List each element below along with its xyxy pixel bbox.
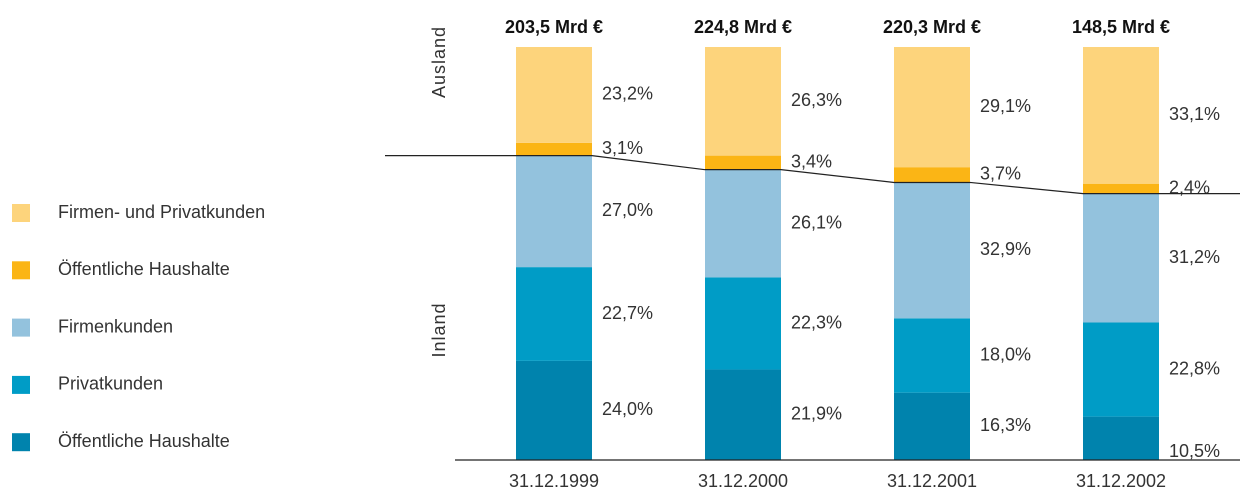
value-label: 3,1%	[602, 138, 643, 158]
legend-label: Firmen- und Privatkunden	[58, 202, 265, 222]
legend-swatch	[12, 204, 30, 222]
boundary-line	[385, 155, 1240, 195]
total-label: 220,3 Mrd €	[883, 17, 981, 37]
bar-segment	[516, 155, 592, 268]
legend-swatch	[12, 375, 30, 394]
bar-segment	[516, 267, 592, 361]
x-tick-label: 31.12.1999	[509, 471, 599, 491]
value-label: 23,2%	[602, 84, 653, 104]
bar-segment	[1083, 47, 1159, 184]
value-label: 29,1%	[980, 96, 1031, 116]
bar-segment	[516, 47, 592, 143]
value-label: 22,7%	[602, 303, 653, 323]
group-label: Inland	[429, 302, 449, 357]
bar-segment	[705, 155, 781, 170]
value-label: 32,9%	[980, 239, 1031, 259]
x-tick-label: 31.12.2002	[1076, 471, 1166, 491]
legend-label: Öffentliche Haushalte	[58, 431, 230, 451]
value-label: 21,9%	[791, 404, 842, 424]
total-label: 203,5 Mrd €	[505, 17, 603, 37]
legend-label: Privatkunden	[58, 374, 163, 394]
bar-segment	[705, 169, 781, 278]
x-tick-label: 31.12.2000	[698, 471, 788, 491]
bar-segment	[1083, 322, 1159, 417]
value-label: 10,5%	[1169, 441, 1220, 461]
value-label: 3,7%	[980, 164, 1021, 184]
bar-segment	[894, 392, 970, 460]
total-label: 224,8 Mrd €	[694, 17, 792, 37]
bar-segment	[1083, 193, 1159, 323]
legend-label: Öffentliche Haushalte	[58, 259, 230, 279]
value-label: 24,0%	[602, 399, 653, 419]
value-label: 22,8%	[1169, 358, 1220, 378]
value-label: 2,4%	[1169, 177, 1210, 197]
group-label: Ausland	[429, 26, 449, 98]
bar-segment	[894, 318, 970, 393]
bar-segment	[1083, 183, 1159, 194]
bar-segment	[1083, 416, 1159, 460]
legend-swatch	[12, 261, 30, 280]
value-label: 33,1%	[1169, 104, 1220, 124]
value-label: 26,1%	[791, 212, 842, 232]
value-label: 27,0%	[602, 200, 653, 220]
legend-swatch	[12, 318, 30, 337]
x-tick-label: 31.12.2001	[887, 471, 977, 491]
bar-segment	[894, 167, 970, 183]
legend-label: Firmenkunden	[58, 316, 173, 336]
value-label: 18,0%	[980, 344, 1031, 364]
bar-segment	[516, 142, 592, 156]
bar-segment	[894, 47, 970, 168]
bar-segment	[705, 47, 781, 156]
bar-segment	[705, 277, 781, 370]
value-label: 22,3%	[791, 312, 842, 332]
bar-segment	[516, 360, 592, 460]
value-label: 26,3%	[791, 90, 842, 110]
total-label: 148,5 Mrd €	[1072, 17, 1170, 37]
bar-segment	[705, 369, 781, 460]
bar-segment	[894, 182, 970, 319]
value-label: 3,4%	[791, 151, 832, 171]
value-label: 16,3%	[980, 415, 1031, 435]
value-label: 31,2%	[1169, 247, 1220, 267]
legend-swatch	[12, 433, 30, 452]
